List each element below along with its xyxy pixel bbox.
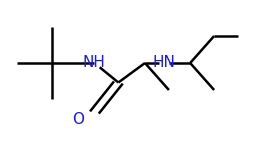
Text: O: O <box>72 112 85 128</box>
Text: NH: NH <box>83 56 106 70</box>
Text: HN: HN <box>152 56 175 70</box>
